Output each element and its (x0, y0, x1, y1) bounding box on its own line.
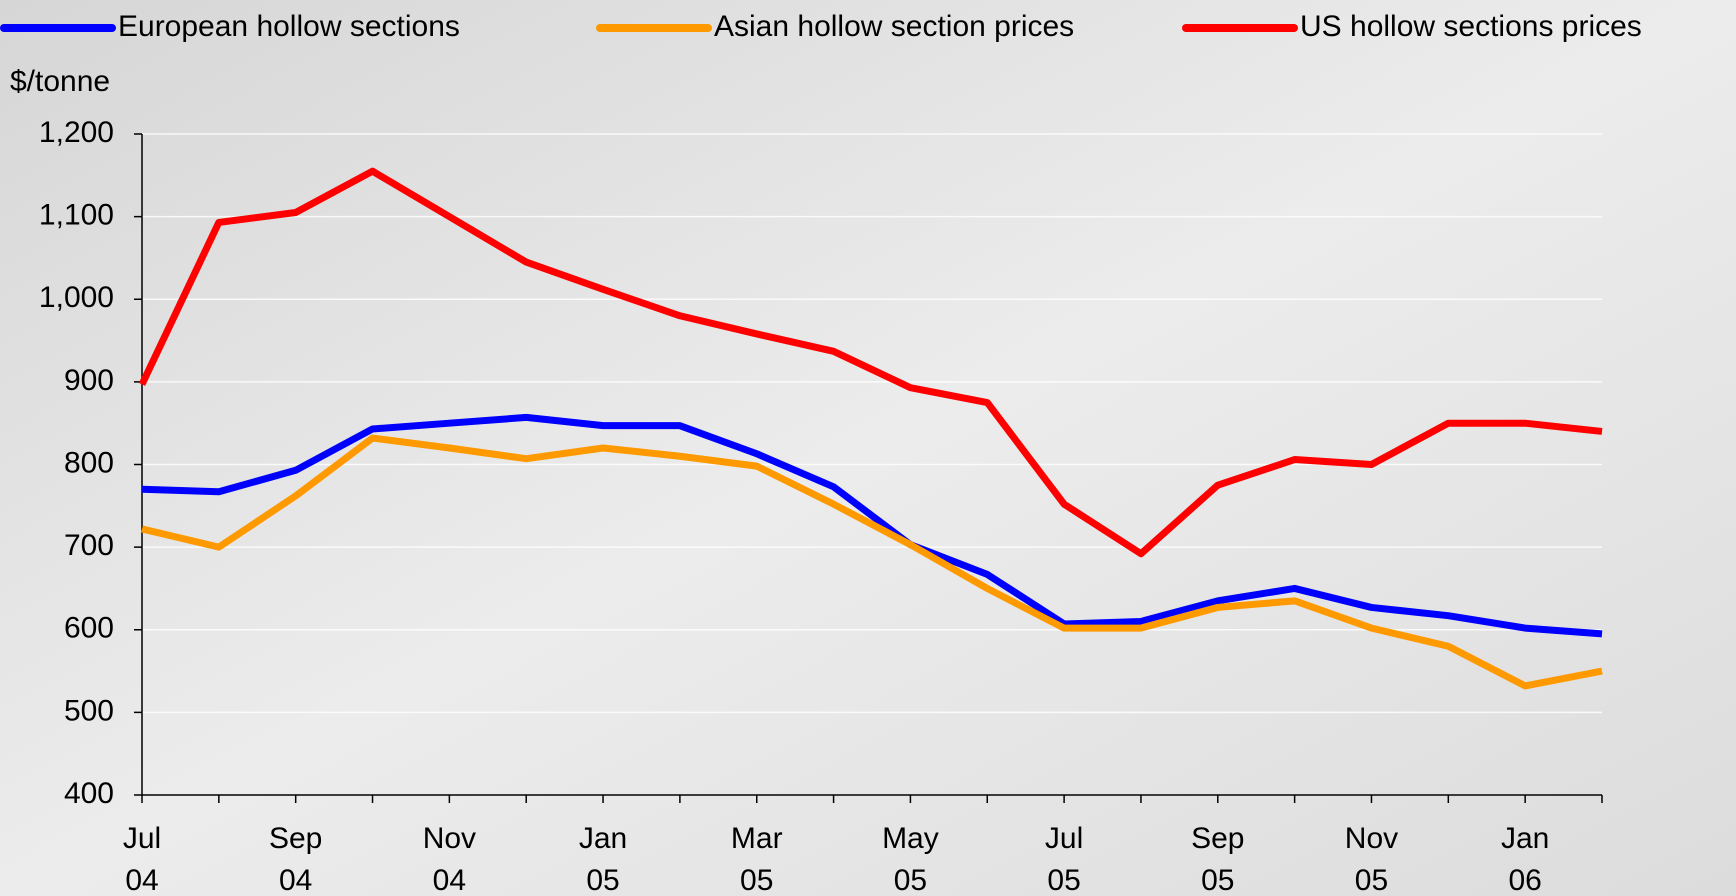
x-tick-label-line: Jan (579, 822, 627, 855)
x-tick-label-line: Jul (1045, 822, 1083, 855)
x-tick-label: Jul 05 (1045, 822, 1083, 896)
x-tick-label-line: 04 (125, 864, 158, 896)
x-tick-label: Nov 04 (423, 822, 476, 896)
y-tick-label: 1,200 (39, 116, 114, 149)
x-tick-label-line: 05 (740, 864, 773, 896)
x-tick-label: Mar 05 (731, 822, 783, 896)
x-tick-label: Jan 05 (579, 822, 627, 896)
x-tick-label-line: Jul (123, 822, 161, 855)
x-tick-label: Sep 04 (269, 822, 322, 896)
x-tick-label: Sep 05 (1191, 822, 1244, 896)
legend-label: US hollow sections prices (1300, 10, 1642, 43)
y-tick-label: 900 (64, 364, 114, 397)
y-tick-label: 600 (64, 612, 114, 645)
series-line (141, 413, 1603, 638)
x-tick-label-line: May (882, 822, 939, 855)
y-tick-label: 800 (64, 446, 114, 479)
x-tick-label: Nov 05 (1345, 822, 1398, 896)
x-tick-label: Jul 04 (123, 822, 161, 896)
y-axis-label: $/tonne (10, 65, 110, 98)
x-tick-label-line: Sep (1191, 822, 1244, 855)
y-tick-label: 400 (64, 777, 114, 810)
y-tick-label: 700 (64, 529, 114, 562)
legend-label: Asian hollow section prices (714, 10, 1074, 43)
x-tick-label-line: Sep (269, 822, 322, 855)
x-tick-label-line: 04 (433, 864, 466, 896)
series-line (138, 167, 1603, 558)
x-tick-label-line: 05 (894, 864, 927, 896)
x-tick-label-line: 06 (1508, 864, 1541, 896)
x-tick-label-line: 05 (1047, 864, 1080, 896)
x-tick-label-line: Jan (1501, 822, 1549, 855)
x-tick-label-line: 05 (1201, 864, 1234, 896)
x-tick-label-line: 05 (1355, 864, 1388, 896)
y-tick-label: 500 (64, 694, 114, 727)
x-tick-label-line: Nov (1345, 822, 1398, 855)
x-tick-label: May 05 (882, 822, 939, 896)
legend-label: European hollow sections (118, 10, 460, 43)
y-tick-label: 1,000 (39, 281, 114, 314)
series-line (141, 434, 1603, 690)
y-tick-label: 1,100 (39, 199, 114, 232)
x-tick-label-line: 05 (586, 864, 619, 896)
x-tick-label-line: 04 (279, 864, 312, 896)
x-tick-label-line: Nov (423, 822, 476, 855)
x-tick-label-line: Mar (731, 822, 783, 855)
x-tick-label: Jan 06 (1501, 822, 1549, 896)
